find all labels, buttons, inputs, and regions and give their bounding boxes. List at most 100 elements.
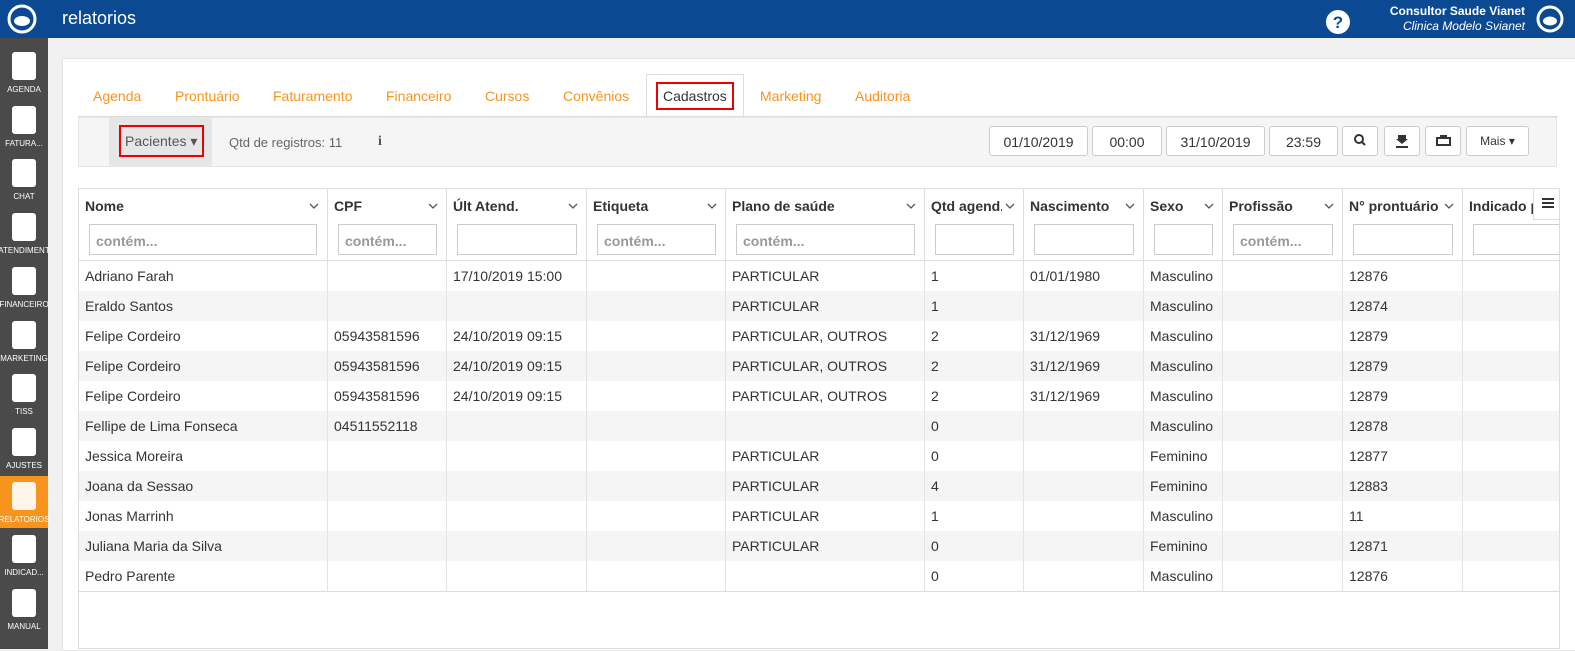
sidebar-item[interactable]: FINANCEIRO <box>0 261 49 313</box>
time-to[interactable]: 23:59 <box>1269 126 1338 156</box>
column-header[interactable]: CPF contém... <box>328 189 447 261</box>
table-cell: 01/01/1980 <box>1024 261 1144 291</box>
help-icon[interactable]: ? <box>1325 9 1351 35</box>
sidebar-icon <box>12 427 36 456</box>
sort-chevron[interactable] <box>568 202 578 210</box>
tab[interactable]: Financeiro <box>386 88 452 104</box>
column-header[interactable]: Sexo <box>1144 189 1223 261</box>
user-name[interactable]: Consultor Saude Vianet <box>1389 4 1525 18</box>
table-row[interactable] <box>79 351 1559 381</box>
download-icon <box>1396 135 1408 148</box>
column-header[interactable]: N° prontuário ... <box>1343 189 1463 261</box>
column-filter[interactable]: contém... <box>597 224 716 255</box>
column-filter[interactable] <box>457 224 577 255</box>
column-filter[interactable] <box>1353 224 1453 255</box>
sort-chevron[interactable] <box>1324 202 1334 210</box>
sidebar: AGENDA FATURA... CHAT ATENDIMENT FINANCEIRO M… <box>0 38 50 649</box>
tab[interactable]: Agenda <box>93 88 142 104</box>
print-button[interactable] <box>1425 126 1461 156</box>
column-filter[interactable]: contém... <box>338 224 437 255</box>
table-row[interactable] <box>79 561 1559 591</box>
info-icon[interactable]: i <box>378 134 382 149</box>
sidebar-item[interactable]: CHAT <box>0 153 48 205</box>
table-cell <box>1223 291 1343 321</box>
date-from[interactable]: 01/10/2019 <box>989 126 1088 156</box>
sort-chevron[interactable] <box>1005 202 1015 210</box>
tab[interactable]: Cadastros <box>656 82 734 110</box>
sort-chevron[interactable] <box>1444 202 1454 210</box>
tab[interactable]: Marketing <box>760 88 822 104</box>
sort-chevron[interactable] <box>707 202 717 210</box>
column-header[interactable]: Indicado p <box>1463 189 1559 261</box>
table-row[interactable] <box>79 531 1559 561</box>
sidebar-item[interactable]: FATURA... <box>0 100 48 152</box>
sidebar-label: CHAT <box>13 192 35 202</box>
column-filter[interactable] <box>1154 224 1213 255</box>
tab[interactable]: Faturamento <box>273 88 353 104</box>
column-header[interactable]: Nome contém... <box>79 189 328 261</box>
column-header[interactable]: Nascimento <box>1024 189 1144 261</box>
logo[interactable] <box>6 4 38 34</box>
tab[interactable]: Convênios <box>563 88 630 104</box>
tab[interactable]: Cursos <box>485 88 530 104</box>
sidebar-item[interactable]: AGENDA <box>0 46 48 98</box>
sort-chevron[interactable] <box>309 202 319 210</box>
column-header[interactable]: Profissão contém... <box>1223 189 1343 261</box>
sidebar-icon <box>12 589 36 617</box>
table-cell <box>328 291 447 321</box>
table-cell <box>328 561 447 591</box>
report-select[interactable]: Pacientes ▾ <box>119 125 204 157</box>
column-header[interactable]: Etiqueta contém... <box>587 189 726 261</box>
sidebar-item[interactable]: TISS <box>0 368 48 420</box>
column-filter[interactable] <box>1034 224 1134 255</box>
table-cell: 12876 <box>1343 261 1463 291</box>
download-button[interactable] <box>1384 126 1420 156</box>
table-row[interactable] <box>79 291 1559 321</box>
column-filter[interactable] <box>935 224 1014 255</box>
grid-menu[interactable] <box>1533 189 1559 220</box>
table-cell <box>1463 531 1559 561</box>
clinic-name: Clinica Modelo Svianet <box>1402 19 1525 33</box>
column-filter[interactable]: contém... <box>89 224 317 255</box>
table-cell <box>1024 561 1144 591</box>
column-filter[interactable]: contém... <box>736 224 915 255</box>
column-title: Qtd agend... <box>931 198 1002 214</box>
sidebar-icon <box>12 266 36 295</box>
tab[interactable]: Auditoria <box>855 88 911 104</box>
table-cell <box>328 441 447 471</box>
sort-chevron[interactable] <box>1125 202 1135 210</box>
column-header[interactable]: Plano de saúde contém... <box>726 189 925 261</box>
time-from[interactable]: 00:00 <box>1092 126 1162 156</box>
table-row[interactable] <box>79 471 1559 501</box>
sort-chevron[interactable] <box>428 202 438 210</box>
table-row[interactable] <box>79 501 1559 531</box>
table-cell: 05943581596 <box>328 321 447 351</box>
table-row[interactable] <box>79 441 1559 471</box>
table-cell: Eraldo Santos <box>79 291 328 321</box>
sidebar-label: INDICAD... <box>4 568 44 578</box>
table-cell <box>1223 501 1343 531</box>
table-row[interactable] <box>79 381 1559 411</box>
table-row[interactable] <box>79 261 1559 291</box>
column-filter[interactable] <box>1473 224 1559 255</box>
sidebar-item[interactable]: RELATORIOS <box>0 475 49 528</box>
user-logo[interactable] <box>1536 5 1564 33</box>
sidebar-item[interactable]: AJUSTES <box>0 422 48 474</box>
sort-chevron[interactable] <box>906 202 916 210</box>
date-to[interactable]: 31/10/2019 <box>1166 126 1265 156</box>
column-header[interactable]: Qtd agend... <box>925 189 1024 261</box>
more-button[interactable]: Mais ▾ <box>1466 126 1529 156</box>
column-filter[interactable]: contém... <box>1233 224 1333 255</box>
table-row[interactable] <box>79 411 1559 441</box>
sidebar-item[interactable]: ATENDIMENT <box>0 207 50 259</box>
search-button[interactable] <box>1342 126 1378 156</box>
sidebar-item[interactable]: MANUAL <box>0 583 48 635</box>
sidebar-item[interactable]: MARKETING <box>0 315 48 367</box>
table-cell: 12883 <box>1343 471 1463 501</box>
column-header[interactable]: Últ Atend. <box>447 189 587 261</box>
sidebar-item[interactable]: INDICAD... <box>0 529 48 581</box>
table-row[interactable] <box>79 321 1559 351</box>
table-cell: PARTICULAR <box>726 471 925 501</box>
tab[interactable]: Prontuário <box>175 88 240 104</box>
sort-chevron[interactable] <box>1204 202 1214 210</box>
